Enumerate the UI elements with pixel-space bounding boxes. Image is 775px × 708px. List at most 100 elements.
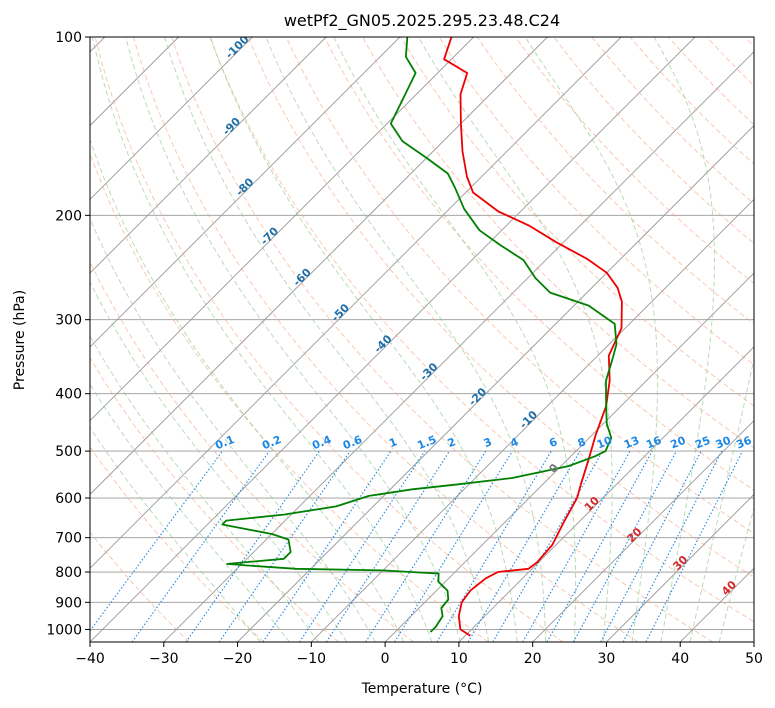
x-tick-label: 30 — [598, 651, 616, 667]
y-tick-label: 1000 — [46, 622, 82, 638]
mixing-ratio-line — [600, 450, 702, 642]
mixing-ratio-line — [522, 450, 631, 642]
moist-adiabat-line — [91, 37, 433, 642]
moist-adiabat-line — [718, 505, 754, 642]
x-tick-label: 0 — [381, 651, 390, 667]
x-axis-ticks: −40 −30 −20 −10 0 10 20 30 40 50 — [75, 642, 763, 667]
moist-adiabat-line — [689, 356, 754, 642]
isotherm-lines — [90, 37, 754, 642]
dry-adiabat-line — [362, 37, 754, 449]
mixing-ratio-label: 16 — [644, 434, 663, 452]
isotherm-line — [458, 346, 754, 642]
moist-adiabat-line — [653, 37, 715, 642]
y-axis-label: Pressure (hPa) — [12, 290, 28, 390]
moist-adiabat-line — [90, 137, 405, 642]
mixing-ratio-line — [90, 450, 223, 632]
y-tick-label: 300 — [55, 313, 82, 329]
mixing-ratio-label: 3 — [482, 435, 494, 450]
isotherm-line — [384, 272, 754, 642]
profile-series — [221, 37, 623, 637]
y-tick-label: 400 — [55, 387, 82, 403]
isotherm-line — [606, 493, 754, 642]
mixing-ratio-line — [325, 450, 450, 642]
moist-adiabat-line — [90, 335, 319, 642]
isotherm-line — [90, 37, 696, 642]
plot-frame — [89, 36, 755, 643]
isotherm-line — [237, 124, 754, 642]
isotherm-line — [90, 37, 401, 348]
mixing-ratio-label: 13 — [622, 434, 641, 452]
x-tick-label: −10 — [297, 651, 327, 667]
moist-adiabat-line — [418, 37, 613, 642]
mixing-ratio-line — [394, 450, 513, 642]
y-tick-label: 500 — [55, 444, 82, 460]
dry-adiabat-line — [90, 152, 489, 642]
y-tick-label: 600 — [55, 491, 82, 507]
isotherm-line — [163, 51, 754, 642]
mixing-ratio-line — [365, 450, 487, 642]
chart-title: wetPf2_GN05.2025.295.23.48.C24 — [284, 11, 560, 31]
y-axis-ticks: 100 200 300 400 500 600 700 800 900 1000 — [46, 30, 90, 638]
moist-adiabat-line — [164, 37, 490, 642]
isotherm-line — [532, 420, 754, 642]
dry-adiabat-line — [209, 37, 754, 623]
moist-adiabat-line — [90, 426, 261, 642]
dry-adiabat-line — [90, 356, 339, 642]
isotherm-line — [90, 37, 548, 496]
mixing-ratio-label: 1 — [387, 435, 399, 450]
isotherm-line — [90, 37, 327, 274]
y-tick-label: 200 — [55, 208, 82, 224]
y-tick-label: 100 — [55, 30, 82, 46]
x-tick-label: −40 — [75, 651, 105, 667]
mixing-ratio-label: 20 — [669, 434, 688, 452]
isotherm-line — [90, 37, 622, 569]
mixing-ratio-label: 25 — [693, 434, 712, 452]
mixing-ratio-line — [645, 450, 743, 642]
moist-adiabat-line — [210, 37, 518, 642]
moist-adiabat-line — [90, 217, 376, 642]
dry-adiabat-line — [438, 37, 754, 366]
dry-adiabat-line — [94, 37, 564, 642]
dry-adiabat-line — [285, 37, 754, 535]
dewpoint-line — [221, 37, 618, 633]
mixing-ratio-line — [185, 450, 320, 642]
mixing-ratio-line — [622, 450, 723, 642]
x-tick-label: 10 — [450, 651, 468, 667]
mixing-ratio-label: 8 — [576, 435, 588, 450]
mixing-ratio-line — [299, 450, 426, 642]
moist-adiabat-line — [90, 280, 348, 642]
dry-adiabat-line — [90, 446, 265, 642]
x-tick-label: −30 — [149, 651, 179, 667]
mixing-ratio-line — [573, 450, 677, 642]
dry-adiabat-line — [90, 531, 190, 642]
mixing-ratio-label: 30 — [714, 434, 733, 452]
dry-adiabat-line — [515, 37, 754, 285]
mixing-ratio-line — [218, 450, 351, 642]
x-tick-label: 20 — [524, 651, 542, 667]
moist-adiabat-line — [524, 37, 659, 642]
moist-adiabat-line — [90, 383, 290, 642]
x-axis-label: Temperature (°C) — [361, 681, 483, 697]
mixing-ratio-lines — [90, 450, 743, 642]
isotherm-line — [90, 37, 474, 422]
x-tick-label: 40 — [671, 651, 689, 667]
moist-adiabat-line — [333, 37, 577, 642]
mixing-ratio-label: 10 — [595, 434, 614, 452]
dry-adiabat-lines — [90, 37, 754, 642]
y-tick-label: 800 — [55, 565, 82, 581]
y-tick-label: 900 — [55, 595, 82, 611]
x-tick-label: −20 — [223, 651, 253, 667]
mixing-ratio-line — [546, 450, 653, 642]
x-tick-label: 50 — [745, 651, 763, 667]
mixing-ratio-line — [131, 450, 270, 642]
dry-adiabat-line — [323, 37, 754, 491]
mixing-ratio-label: 36 — [734, 434, 753, 452]
y-tick-label: 700 — [55, 531, 82, 547]
plot-background — [90, 37, 754, 642]
dry-adiabat-line — [171, 37, 713, 642]
dry-adiabat-line — [90, 260, 414, 642]
isotherm-line — [90, 37, 253, 200]
mixing-ratio-label: 2 — [446, 435, 458, 450]
moist-adiabat-line — [265, 37, 547, 642]
